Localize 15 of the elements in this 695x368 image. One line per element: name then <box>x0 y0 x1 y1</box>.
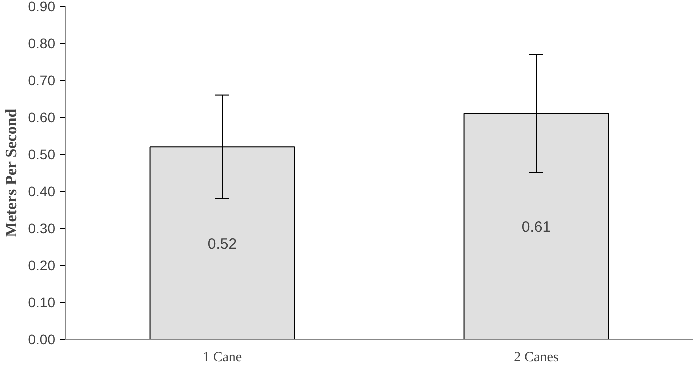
y-axis-title: Meters Per Second <box>3 108 20 238</box>
y-tick-label: 0.20 <box>28 258 56 274</box>
x-tick-label: 2 Canes <box>514 350 559 366</box>
y-tick-label: 0.80 <box>28 36 56 52</box>
y-tick-label: 0.40 <box>28 184 56 200</box>
y-tick-label: 0.70 <box>28 72 56 88</box>
y-tick-label: 0.90 <box>28 0 56 14</box>
data-label: 0.52 <box>208 236 238 253</box>
y-tick-label: 0.30 <box>28 220 56 236</box>
x-tick-label: 1 Cane <box>202 350 242 366</box>
data-label: 0.61 <box>522 219 552 236</box>
y-tick-label: 0.50 <box>28 146 56 162</box>
y-tick-label: 0.60 <box>28 110 56 126</box>
y-tick-label: 0.00 <box>28 332 56 348</box>
y-tick-label: 0.10 <box>28 294 56 310</box>
